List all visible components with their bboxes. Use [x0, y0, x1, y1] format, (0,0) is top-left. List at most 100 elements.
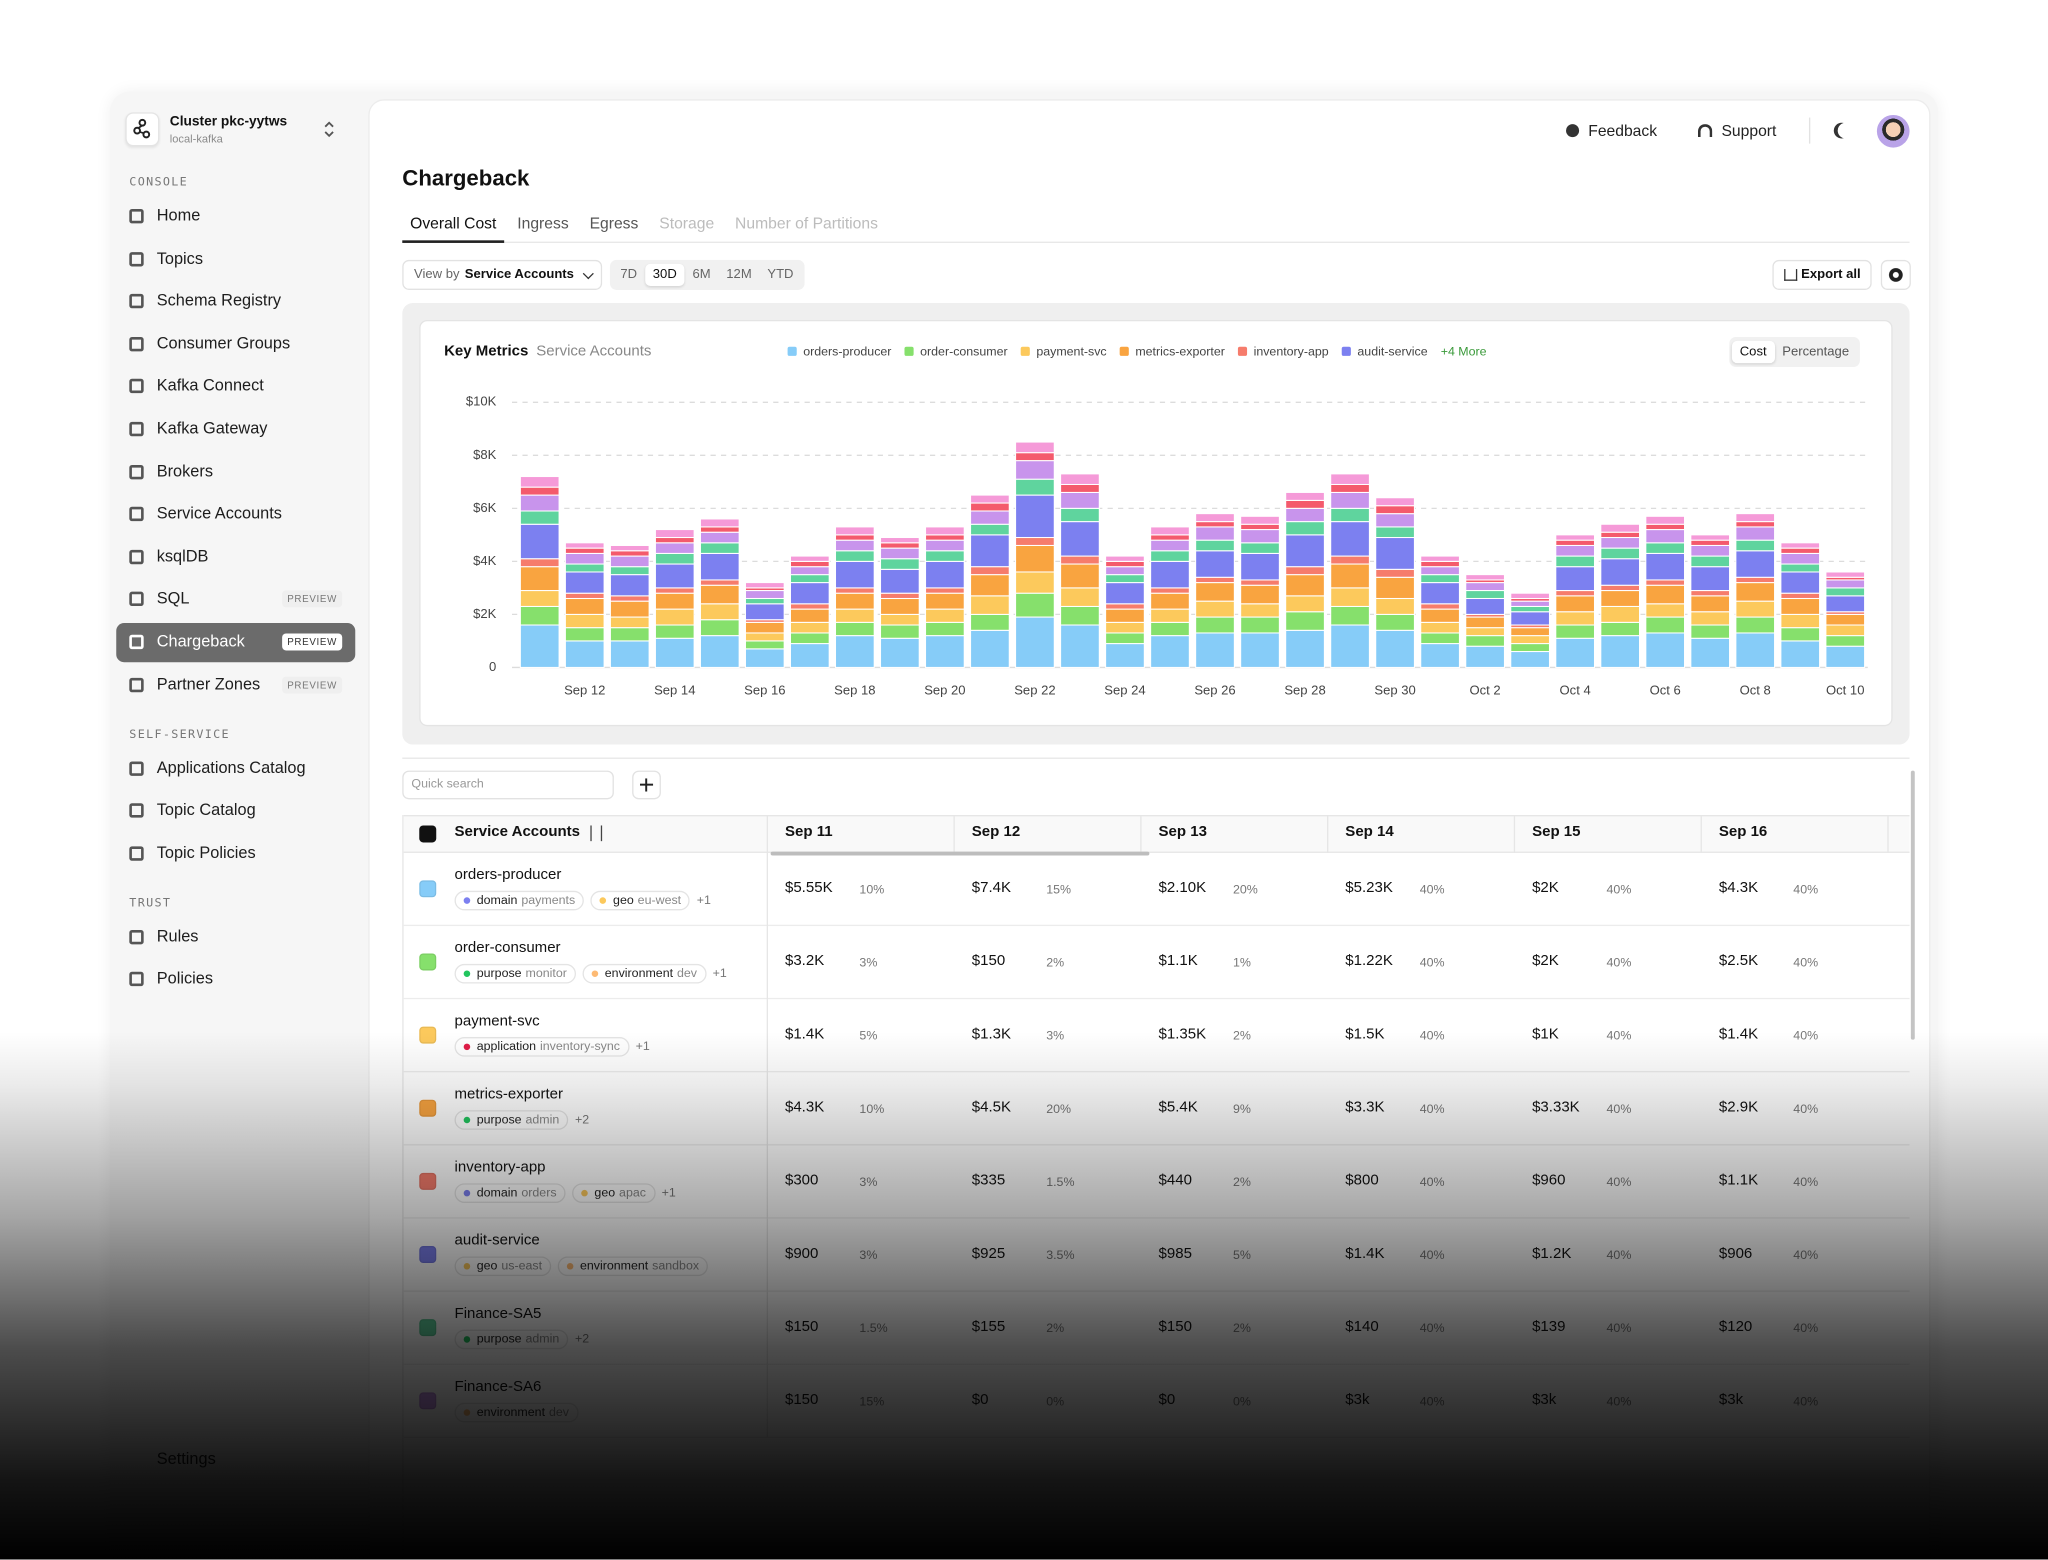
theme-toggle[interactable]: [1838, 123, 1854, 139]
range-option[interactable]: YTD: [767, 267, 794, 283]
cost-value: $1.4K: [784, 1026, 825, 1043]
nav-item[interactable]: Home: [116, 197, 355, 236]
nav-label: Applications Catalog: [156, 758, 306, 777]
cost-share: 3%: [859, 1175, 878, 1190]
tag-value: eu-west: [637, 893, 682, 908]
nav-label: Chargeback: [156, 632, 245, 651]
tag-dot: [463, 1043, 471, 1051]
export-button[interactable]: Export all: [1772, 259, 1872, 290]
cluster-switch-icon[interactable]: [321, 119, 337, 140]
cost-share: 40%: [1793, 956, 1819, 971]
header-label[interactable]: Sep 12: [971, 824, 1021, 840]
select-all-checkbox[interactable]: [419, 825, 437, 843]
nav-item[interactable]: Schema Registry: [116, 282, 355, 321]
table-row: orders-producer domain payments geo eu-west +…: [403, 852, 1910, 927]
range-option[interactable]: 30D: [644, 263, 685, 287]
cost-share: 1.5%: [1046, 1175, 1075, 1190]
tag-key: purpose: [476, 966, 522, 981]
tag-list: application inventory-sync +1: [454, 1037, 650, 1057]
row-checkbox[interactable]: [419, 1099, 437, 1117]
nav-item[interactable]: Rules: [116, 918, 355, 957]
search-input[interactable]: Quick search: [402, 770, 614, 800]
tag-dot: [591, 970, 599, 977]
header-label[interactable]: Sep 16: [1718, 824, 1768, 840]
first-col-border: [766, 1291, 768, 1365]
nav-item[interactable]: Partner Zones PREVIEW: [116, 666, 355, 705]
avatar[interactable]: [1876, 114, 1910, 148]
range-option[interactable]: 7D: [620, 267, 638, 283]
view-by-dropdown[interactable]: View by Service Accounts: [402, 259, 603, 290]
cost-share: 5%: [1232, 1248, 1251, 1264]
tab[interactable]: Egress: [589, 214, 639, 233]
row-checkbox[interactable]: [419, 1172, 437, 1190]
nav-item[interactable]: Brokers: [116, 453, 355, 492]
tab[interactable]: Ingress: [517, 214, 569, 233]
nav-item[interactable]: Consumer Groups: [116, 325, 355, 364]
row-checkbox[interactable]: [419, 880, 437, 898]
cost-share: 40%: [1419, 1394, 1445, 1410]
cost-value: $5.55K: [784, 880, 833, 896]
header-label[interactable]: Sep 15: [1532, 824, 1581, 840]
range-option[interactable]: 6M: [692, 267, 711, 283]
cost-share: 15%: [1046, 882, 1072, 898]
nav-label: Service Accounts: [156, 504, 282, 523]
v-scroll-thumb: [1910, 770, 1915, 1040]
tag: environment sandbox: [557, 1256, 709, 1277]
support-button[interactable]: Support: [1721, 121, 1777, 140]
nav-item[interactable]: Service Accounts: [116, 495, 355, 534]
row-checkbox[interactable]: [419, 1392, 437, 1410]
tag-more: +1: [635, 1039, 650, 1055]
tab[interactable]: Overall Cost: [402, 214, 505, 243]
cost-value: $1.1K: [1718, 1172, 1759, 1189]
settings-button[interactable]: [1880, 259, 1911, 290]
cost-share: 40%: [1793, 1175, 1819, 1190]
tabs: Overall Cost Ingress Egress Storage Number o…: [402, 214, 1910, 243]
tag-list: domain orders geo apac +1: [454, 1183, 676, 1203]
nav-item[interactable]: Applications Catalog: [116, 749, 355, 788]
add-button[interactable]: [632, 770, 661, 800]
row-checkbox[interactable]: [419, 1246, 437, 1264]
nav-settings[interactable]: Settings: [156, 1449, 216, 1469]
nav-item[interactable]: Kafka Connect: [116, 368, 355, 407]
header-label[interactable]: Sep 14: [1345, 824, 1394, 840]
header-label[interactable]: Sep 13: [1158, 824, 1207, 840]
feedback-button[interactable]: Feedback: [1588, 121, 1658, 140]
nav-item[interactable]: ksqlDB: [116, 538, 355, 577]
cost-share: 40%: [1793, 1248, 1819, 1264]
range-option[interactable]: 12M: [726, 267, 752, 283]
nav-icon: [129, 592, 144, 607]
sort-icon[interactable]: [590, 825, 603, 842]
nav-badge: PREVIEW: [281, 633, 343, 651]
nav-item[interactable]: Topics: [116, 240, 355, 279]
nav-item[interactable]: SQL PREVIEW: [116, 580, 355, 619]
cost-value: $1.22K: [1345, 953, 1393, 970]
table: Service Accounts Sep 11 Sep 12 Sep 13 Sep 14…: [402, 815, 1910, 1560]
nav-item[interactable]: Chargeback PREVIEW: [116, 623, 356, 663]
cost-value: $150: [971, 953, 1006, 970]
cost-value: $0: [1158, 1392, 1176, 1408]
mode-option[interactable]: Cost: [1731, 340, 1775, 364]
tag-value: admin: [525, 1112, 560, 1128]
tag-key: geo: [613, 893, 634, 908]
row-checkbox[interactable]: [419, 1026, 437, 1044]
nav-item[interactable]: Topic Policies: [116, 834, 355, 873]
cost-share: 3%: [859, 1248, 878, 1264]
tag-key: geo: [476, 1259, 498, 1274]
cost-share: 20%: [1232, 882, 1258, 898]
nav-item[interactable]: Topic Catalog: [116, 792, 355, 831]
header-label[interactable]: Sep 11: [784, 824, 833, 840]
mode-option[interactable]: Percentage: [1782, 344, 1850, 360]
nav-item[interactable]: Kafka Gateway: [116, 410, 355, 449]
tag-value: apac: [619, 1185, 646, 1201]
row-checkbox[interactable]: [419, 953, 437, 971]
nav-item[interactable]: Policies: [116, 961, 355, 1000]
cost-value: $1.3K: [971, 1026, 1012, 1043]
header-label: Service Accounts: [454, 824, 581, 840]
tag-key: environment: [476, 1405, 546, 1420]
cost-share: 40%: [1419, 1102, 1445, 1117]
divider: [402, 757, 1910, 759]
row-checkbox[interactable]: [419, 1319, 437, 1337]
tag-key: application: [476, 1039, 537, 1055]
cost-value: $3.2K: [784, 953, 825, 970]
first-col-border: [766, 1364, 768, 1439]
